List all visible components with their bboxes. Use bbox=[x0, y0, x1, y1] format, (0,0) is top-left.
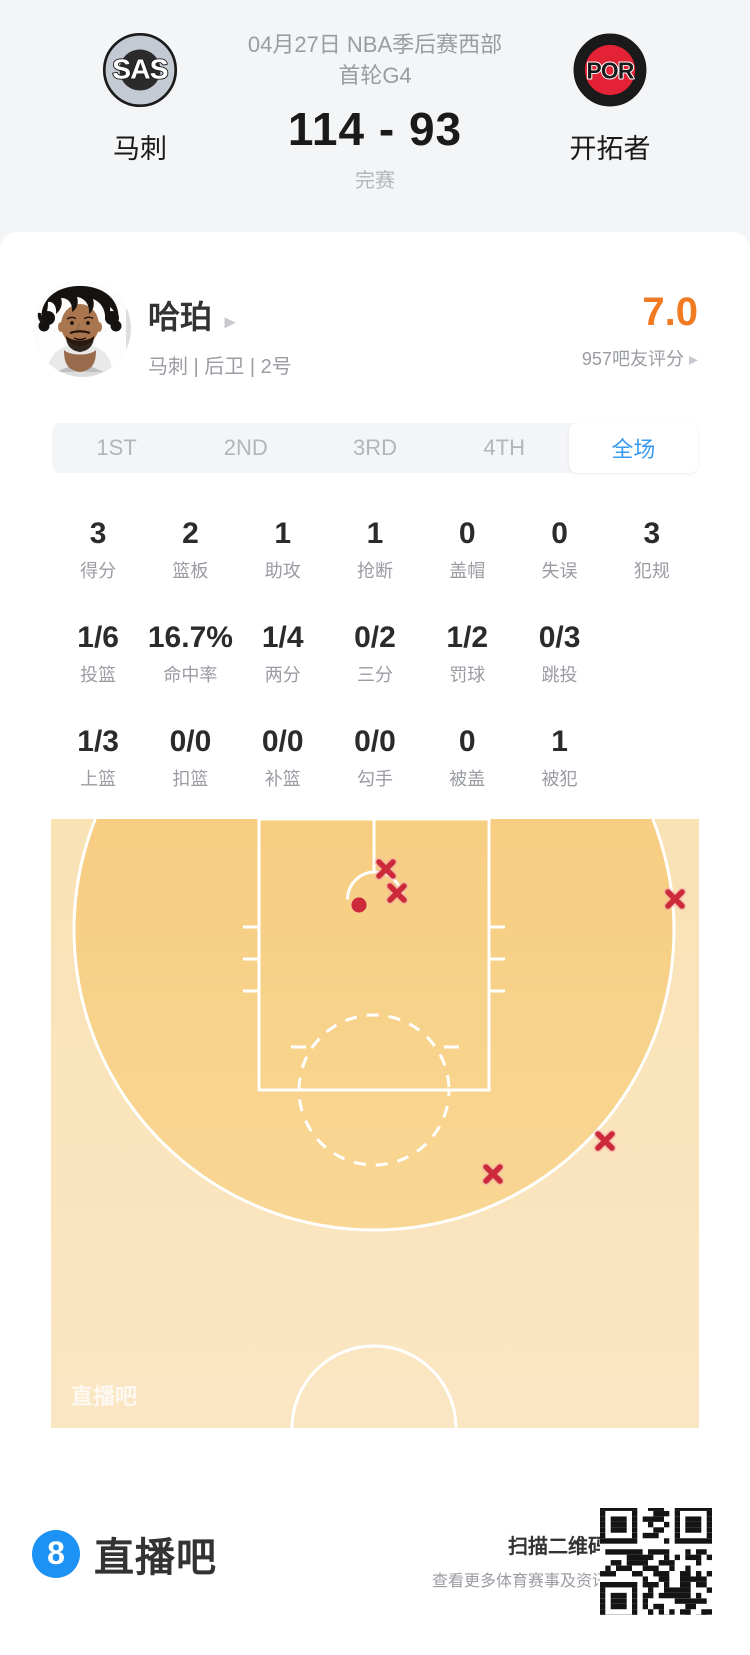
svg-text:POR: POR bbox=[586, 57, 633, 83]
svg-text:8: 8 bbox=[47, 1535, 65, 1571]
svg-text:直播吧: 直播吧 bbox=[71, 1384, 137, 1409]
svg-text:SAS: SAS bbox=[112, 53, 168, 84]
